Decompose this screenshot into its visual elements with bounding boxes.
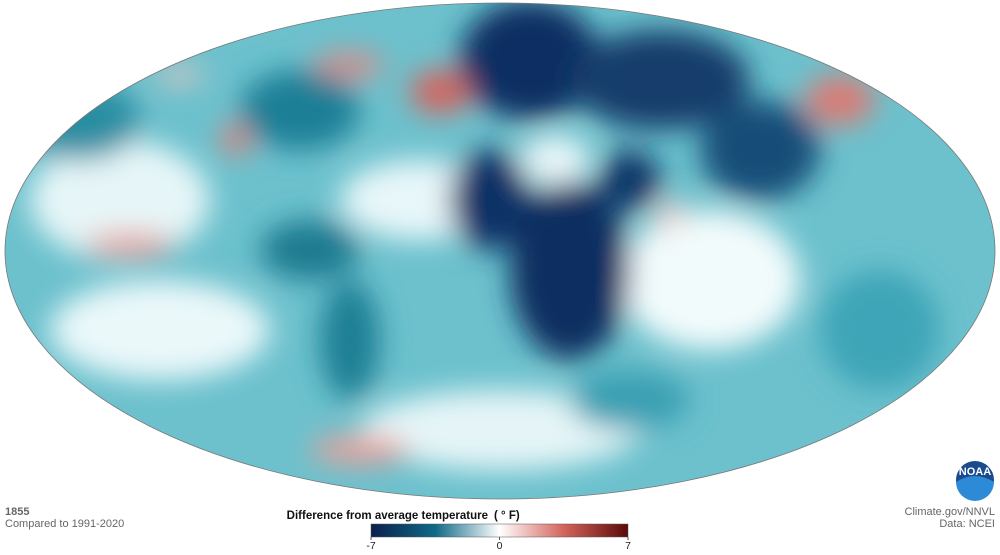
- legend: -7 0 7: [366, 523, 631, 552]
- temperature-map: [5, 3, 995, 499]
- logo-text: NOAA: [959, 466, 991, 478]
- tick-label: 7: [625, 540, 631, 552]
- legend-unit: ( ° F): [494, 510, 520, 522]
- color-scale: [370, 523, 629, 538]
- noaa-logo: NOAA: [956, 461, 994, 501]
- comparison: Compared to 1991-2020: [5, 518, 124, 530]
- source: Data: NCEI: [939, 518, 995, 530]
- legend-title: Difference from average temperature: [287, 510, 488, 522]
- globe-outline: [4, 2, 996, 500]
- year: 1855: [5, 506, 29, 518]
- credit: Climate.gov/NNVL: [905, 506, 995, 518]
- tick-label: -7: [366, 540, 375, 552]
- tick-label: 0: [497, 540, 503, 552]
